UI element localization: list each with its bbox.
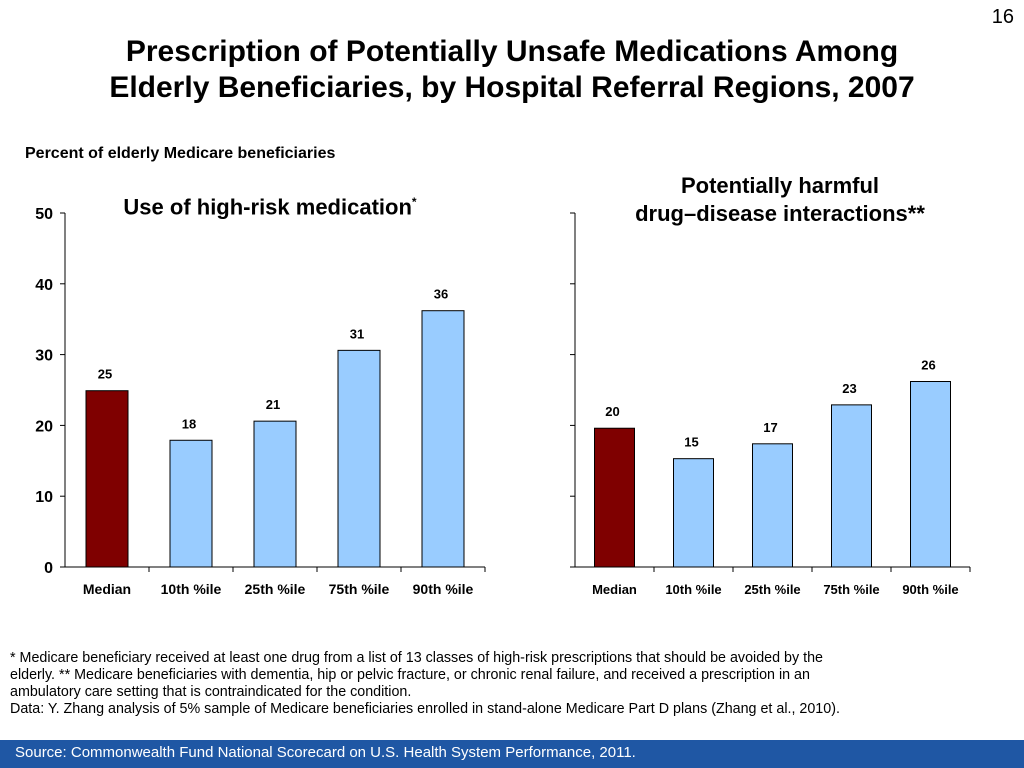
footnote: * Medicare beneficiary received at least… [10,650,1010,718]
data-label: 26 [921,358,935,373]
bar [831,404,872,568]
chart-title-marker: * [411,195,417,209]
chart-title-interactions: Potentially harmful drug–disease interac… [580,172,980,228]
category-label: 90th %ile [902,582,958,597]
bar [85,390,129,568]
bar [673,458,714,568]
category-label: 25th %ile [744,582,800,597]
title-line-2: Elderly Beneficiaries, by Hospital Refer… [109,71,915,104]
data-label: 15 [684,435,698,450]
category-label: 10th %ile [161,581,222,597]
data-label: 31 [350,326,364,341]
bar [421,310,465,568]
data-label: 23 [842,381,856,396]
chart-title-high-risk: Use of high-risk medication* [70,188,470,221]
y-tick-label: 30 [35,348,53,365]
y-tick-label: 10 [35,489,53,506]
bar [169,439,213,568]
source-text: Source: Commonwealth Fund National Score… [15,744,636,761]
chart-title-line-2: drug–disease interactions** [635,201,925,226]
chart-title-line-1: Potentially harmful [680,173,880,198]
category-label: 90th %ile [413,581,474,597]
chart-title-text: Use of high-risk medication [123,194,412,220]
category-label: 25th %ile [245,581,306,597]
data-label: 17 [763,420,777,435]
footnote-data-source: Data: Y. Zhang analysis of 5% sample of … [10,701,840,717]
slide-number: 16 [991,6,1014,28]
unit-label: Percent of elderly Medicare beneficiarie… [25,145,336,162]
category-label: 75th %ile [329,581,390,597]
data-label: 36 [434,287,448,302]
footnote-line-3: ambulatory care setting that is contrain… [10,684,412,700]
y-tick-label: 20 [35,418,53,435]
y-tick-label: 40 [35,277,53,294]
bar [337,349,381,568]
footnote-line-2: elderly. ** Medicare beneficiaries with … [10,667,810,683]
category-label: Median [592,582,637,597]
slide-title: Prescription of Potentially Unsafe Medic… [0,34,1024,106]
data-label: 21 [266,397,280,412]
bar [594,427,635,568]
title-line-1: Prescription of Potentially Unsafe Medic… [125,35,899,68]
data-label: 20 [605,404,619,419]
category-label: Median [83,581,131,597]
data-label: 18 [182,416,196,431]
bar [253,420,297,568]
bar [910,381,951,568]
category-label: 75th %ile [823,582,879,597]
data-label: 25 [98,367,112,382]
bar-charts: 0 10 20 30 40 50 25 Median 18 10th %ile 21 25th %il… [35,206,971,597]
bar [752,443,793,568]
footnote-line-1: * Medicare beneficiary received at least… [10,650,823,666]
y-tick-label: 50 [35,206,53,223]
y-tick-label: 0 [44,560,53,577]
source-bar: Source: Commonwealth Fund National Score… [0,740,1024,768]
category-label: 10th %ile [665,582,721,597]
